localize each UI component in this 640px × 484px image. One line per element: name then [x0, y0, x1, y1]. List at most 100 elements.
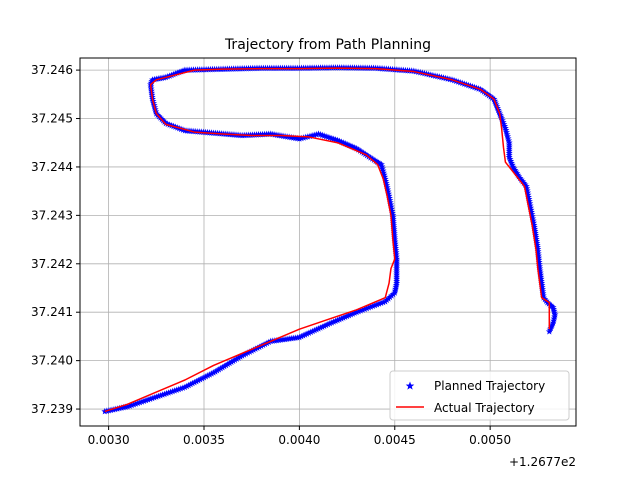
planned-point: [386, 196, 394, 204]
planned-point: [136, 398, 144, 406]
planned-point: [168, 71, 175, 79]
planned-point: [390, 219, 397, 227]
planned-point: [113, 405, 121, 412]
planned-point: [527, 206, 535, 213]
planned-point: [235, 354, 242, 361]
x-axis-ticks: 0.0030 0.0035 0.0040 0.0045 0.0050: [88, 426, 511, 447]
planned-point: [144, 396, 152, 403]
y-tick-label: 37.241: [31, 305, 73, 319]
planned-point: [315, 325, 322, 332]
planned-point: [389, 209, 396, 217]
planned-point: [499, 118, 507, 126]
planned-point: [301, 331, 309, 338]
planned-point: [347, 142, 355, 149]
planned-point: [171, 70, 179, 77]
planned-point: [318, 323, 326, 330]
planned-point: [550, 317, 558, 324]
planned-point: [357, 307, 365, 314]
planned-point: [148, 394, 156, 402]
planned-point: [169, 387, 177, 395]
planned-point: [311, 326, 319, 334]
planned-point: [271, 131, 279, 138]
y-tick-label: 37.243: [31, 208, 73, 222]
planned-point: [506, 155, 514, 163]
planned-point: [503, 128, 510, 136]
planned-point: [511, 166, 519, 174]
planned-point: [349, 143, 357, 150]
planned-point: [393, 263, 401, 270]
planned-point: [229, 357, 237, 364]
planned-point: [343, 312, 351, 320]
planned-point: [189, 379, 196, 387]
planned-point: [498, 116, 506, 124]
planned-point: [164, 120, 172, 128]
planned-point: [252, 345, 259, 352]
planned-point: [505, 153, 513, 161]
planned-point: [508, 161, 516, 168]
planned-point: [528, 210, 536, 218]
planned-point: [152, 393, 160, 400]
series-layer: [101, 64, 559, 415]
planned-point: [334, 136, 341, 144]
planned-point: [166, 72, 174, 79]
planned-point: [328, 134, 336, 142]
planned-point: [510, 164, 518, 172]
planned-point: [167, 388, 175, 396]
planned-point: [359, 306, 367, 313]
x-tick-label: 0.0045: [374, 433, 416, 447]
planned-point: [501, 122, 509, 130]
planned-point: [236, 353, 244, 360]
planned-point: [181, 127, 189, 134]
planned-point: [549, 319, 557, 326]
planned-point: [393, 273, 401, 280]
planned-point: [159, 391, 166, 398]
planned-point: [220, 362, 228, 370]
planned-point: [295, 135, 303, 142]
planned-point: [177, 67, 185, 75]
planned-point: [171, 387, 179, 394]
planned-point: [507, 157, 515, 165]
planned-point: [339, 139, 347, 146]
planned-point: [550, 315, 558, 322]
planned-point: [305, 329, 313, 336]
planned-point: [391, 231, 398, 239]
planned-point: [246, 348, 254, 355]
planned-point: [391, 242, 399, 249]
planned-point: [320, 322, 328, 329]
planned-point: [361, 305, 369, 313]
planned-point: [389, 215, 397, 223]
planned-point: [347, 311, 355, 318]
planned-point: [128, 401, 136, 409]
planned-point: [505, 137, 513, 144]
y-tick-label: 37.240: [31, 354, 73, 368]
planned-point: [393, 265, 401, 272]
planned-point: [529, 215, 537, 222]
planned-point: [140, 397, 148, 405]
planned-point: [392, 246, 400, 254]
planned-point: [185, 381, 193, 389]
planned-point: [509, 163, 517, 170]
planned-point: [369, 302, 377, 310]
planned-point: [250, 346, 258, 353]
planned-point: [356, 147, 364, 154]
planned-point: [498, 114, 506, 122]
x-axis-offset-label: +1.2677e2: [509, 455, 576, 469]
legend-label-actual: Actual Trajectory: [434, 401, 535, 415]
planned-point: [504, 132, 512, 140]
planned-point: [390, 225, 398, 233]
y-tick-label: 37.244: [31, 160, 73, 174]
planned-point: [341, 313, 349, 320]
planned-point: [120, 403, 127, 411]
planned-point: [138, 398, 146, 405]
planned-point: [326, 134, 334, 141]
planned-point: [242, 350, 250, 357]
planned-point: [389, 211, 397, 219]
planned-point: [540, 294, 547, 301]
planned-point: [146, 395, 154, 402]
planned-point: [228, 358, 235, 366]
planned-point: [530, 219, 538, 226]
planned-point: [391, 240, 399, 247]
planned-point: [299, 332, 307, 339]
